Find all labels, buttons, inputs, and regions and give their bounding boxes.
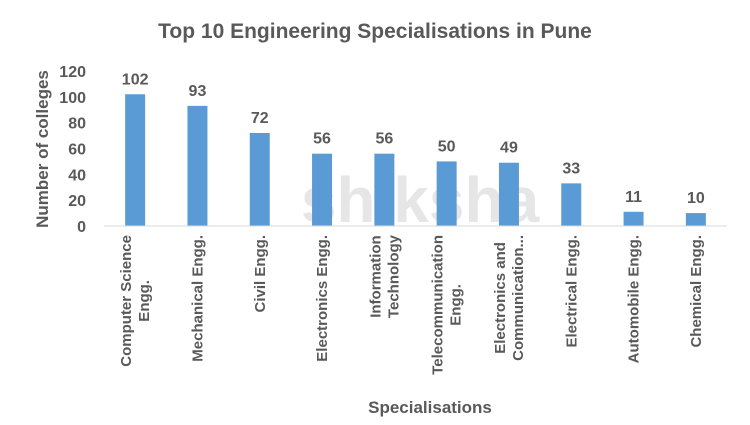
- x-tick-label-line: Telecommunication: [430, 235, 447, 375]
- bar: [125, 94, 146, 226]
- data-label: 11: [625, 189, 642, 206]
- y-tick-label: 40: [68, 167, 86, 184]
- bar: [187, 105, 208, 226]
- x-tick-label: Chemical Engg.: [688, 235, 705, 348]
- x-tick-label-line: Computer Science: [118, 235, 135, 367]
- data-label: 56: [313, 131, 331, 148]
- x-tick-label-line: Chemical Engg.: [688, 235, 705, 348]
- x-tick-label: Mechanical Engg.: [189, 235, 206, 362]
- bar: [623, 211, 644, 226]
- x-tick-label-line: Civil Engg.: [252, 235, 269, 313]
- data-label: 49: [500, 140, 518, 157]
- x-tick-label-line: Communication...: [510, 235, 527, 361]
- y-tick-label: 80: [68, 116, 86, 133]
- x-axis-label: Specialisations: [368, 398, 492, 417]
- x-tick-label: Civil Engg.: [252, 235, 269, 313]
- x-tick-label-line: Engg.: [136, 280, 153, 322]
- data-label: 102: [122, 71, 149, 88]
- x-tick-label: Telecommunication Engg.: [430, 235, 465, 375]
- x-tick-label: Electronics Engg.: [314, 235, 331, 362]
- bar: [685, 213, 706, 226]
- data-label: 10: [687, 190, 705, 207]
- data-label: 50: [438, 138, 456, 155]
- x-tick-label-line: Information: [367, 235, 384, 318]
- x-tick-label: Electrical Engg.: [563, 235, 580, 348]
- bar: [249, 133, 270, 226]
- x-tick-label-line: Electronics Engg.: [314, 235, 331, 362]
- x-tick-label-line: Technology: [385, 234, 402, 318]
- x-tick-label-line: Automobile Engg.: [626, 235, 643, 363]
- data-label: 72: [251, 110, 269, 127]
- x-tick-label: Automobile Engg.: [626, 235, 643, 363]
- x-tick-label: Information Technology: [367, 234, 402, 318]
- data-label: 56: [375, 131, 393, 148]
- y-tick-label: 0: [77, 219, 86, 236]
- x-tick-label-line: Mechanical Engg.: [189, 235, 206, 362]
- y-axis-label: Number of colleges: [33, 70, 52, 228]
- y-tick-label: 60: [68, 142, 86, 159]
- x-tick-label: Electronics and Communication...: [492, 235, 527, 361]
- x-tick-label-line: Electrical Engg.: [563, 235, 580, 348]
- x-tick-label-line: Engg.: [448, 284, 465, 326]
- data-label: 93: [189, 83, 207, 100]
- bar: [312, 153, 333, 226]
- bar: [498, 162, 519, 226]
- y-tick-label: 100: [59, 90, 86, 107]
- x-tick-label: Computer Science Engg.: [118, 235, 153, 367]
- bar: [374, 153, 395, 226]
- bar: [436, 161, 457, 226]
- y-tick-label: 120: [59, 64, 86, 81]
- y-tick-label: 20: [68, 193, 86, 210]
- chart-title: Top 10 Engineering Specialisations in Pu…: [158, 20, 592, 43]
- bar: [561, 183, 582, 226]
- data-label: 33: [562, 160, 580, 177]
- x-tick-label-line: Electronics and: [492, 242, 509, 354]
